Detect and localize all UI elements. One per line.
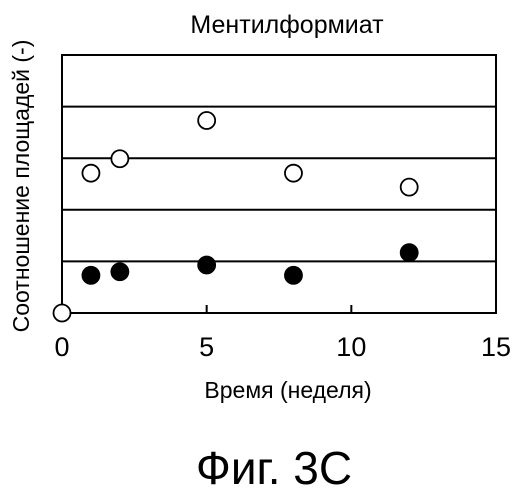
chart-title: Ментилформиат bbox=[190, 11, 384, 39]
data-points bbox=[54, 112, 418, 321]
open-point-2 bbox=[111, 150, 128, 167]
y-axis-label: Соотношение площадей (-) bbox=[8, 40, 34, 333]
open-point-1 bbox=[82, 165, 99, 182]
filled-point-3 bbox=[285, 267, 302, 284]
figure-caption: Фиг. 3С bbox=[196, 442, 352, 494]
open-point-3 bbox=[198, 112, 215, 129]
x-tick-label-0: 0 bbox=[54, 332, 69, 362]
open-point-5 bbox=[401, 179, 418, 196]
x-tick-label-3: 15 bbox=[481, 332, 511, 362]
open-point-0 bbox=[54, 305, 71, 322]
x-tick-label-2: 10 bbox=[336, 332, 366, 362]
filled-point-1 bbox=[111, 263, 128, 280]
x-tick-label-1: 5 bbox=[199, 332, 214, 362]
open-point-4 bbox=[285, 165, 302, 182]
filled-point-2 bbox=[198, 257, 215, 274]
filled-point-4 bbox=[401, 244, 418, 261]
x-axis-label: Время (неделя) bbox=[204, 377, 371, 403]
filled-point-0 bbox=[82, 267, 99, 284]
